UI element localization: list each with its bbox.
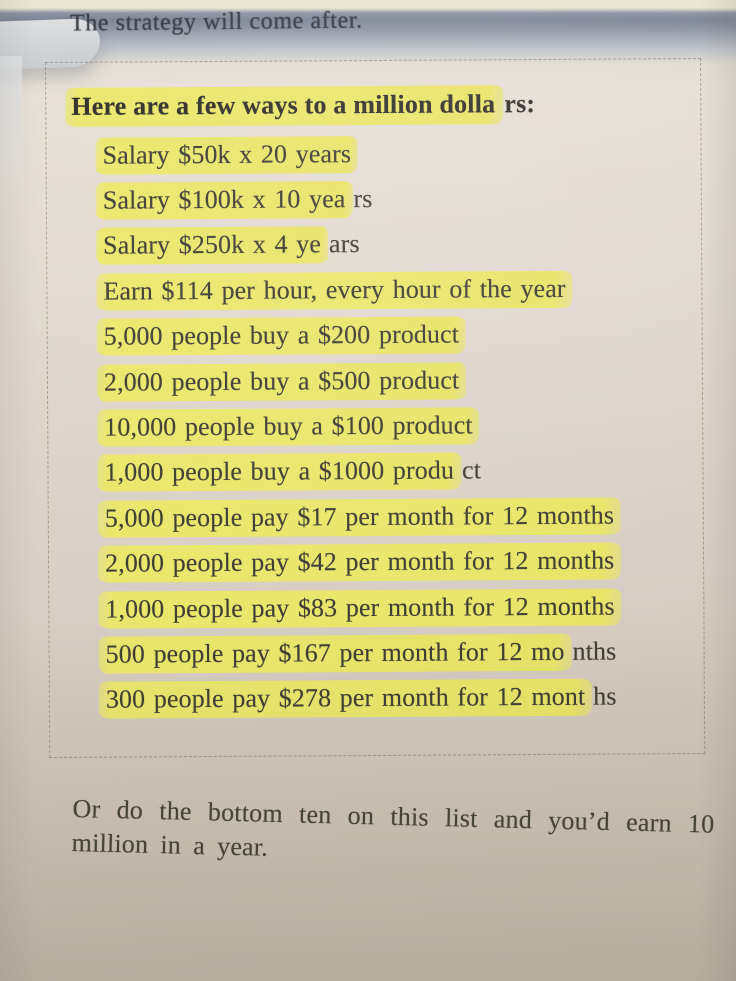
list-item: 2,000 people pay $42 per month for 12 mo… — [97, 538, 691, 587]
list-item-text-tail: nths — [572, 636, 617, 666]
list-item-text-tail — [480, 410, 481, 439]
list-item-text-highlighted: 2,000 people pay $42 per month for 12 mo… — [97, 542, 622, 583]
list-title-tail: rs: — [504, 89, 536, 119]
list-item-text-highlighted: 500 people pay $167 per month for 12 mo — [98, 633, 572, 674]
list-item-text-tail: rs — [353, 184, 373, 214]
list-title-highlighted: Here are a few ways to a million dolla — [65, 85, 504, 127]
ways-list: Salary $50k x 20 years Salary $100k x 10… — [95, 129, 692, 723]
dashed-list-box: Here are a few ways to a million dolla rs… — [45, 57, 706, 758]
list-item-text-highlighted: 5,000 people pay $17 per month for 12 mo… — [97, 497, 622, 538]
list-item-text-tail: ct — [461, 455, 482, 485]
list-item-text-tail: ars — [328, 229, 360, 259]
list-item: 500 people pay $167 per month for 12 mo n… — [98, 628, 691, 677]
list-item-text-tail — [621, 500, 622, 529]
list-item-text-highlighted: 5,000 people buy a $200 product — [96, 316, 467, 356]
footer-paragraph: Or do the bottom ten on this list and yo… — [71, 793, 715, 862]
list-item: 2,000 people buy a $500 product — [96, 356, 690, 405]
list-item-text-tail — [621, 546, 622, 575]
list-item: 1,000 people pay $83 per month for 12 mo… — [98, 583, 691, 632]
box-content: Here are a few ways to a million dolla rs… — [46, 59, 704, 723]
list-item-text-tail: hs — [593, 681, 617, 712]
list-item-text-tail — [572, 274, 573, 303]
list-item-text-highlighted: 1,000 people buy a $1000 produ — [97, 452, 462, 493]
previous-paragraph-line: The strategy will come after. — [69, 7, 363, 37]
list-item-text-highlighted: 300 people pay $278 per month for 12 mon… — [98, 679, 593, 720]
list-item-text-highlighted: 2,000 people buy a $500 product — [96, 362, 467, 402]
list-item-text-highlighted: 1,000 people pay $83 per month for 12 mo… — [98, 588, 622, 629]
list-item: 300 people pay $278 per month for 12 mon… — [98, 674, 692, 723]
list-item: 1,000 people buy a $1000 produ ct — [97, 447, 690, 496]
page-edge-highlight — [0, 56, 22, 206]
list-item: 10,000 people buy a $100 product — [97, 401, 690, 450]
list-item-text-highlighted: Salary $250k x 4 ye — [96, 226, 329, 266]
list-item-text-highlighted: Earn $114 per hour, every hour of the ye… — [96, 270, 573, 311]
list-item: Earn $114 per hour, every hour of the ye… — [96, 265, 689, 314]
list-item: 5,000 people buy a $200 product — [96, 311, 690, 360]
list-item-text-tail — [466, 365, 467, 394]
page-curl-shadow-band — [0, 0, 736, 86]
list-title: Here are a few ways to a million dolla rs… — [65, 85, 688, 127]
list-item-text-tail — [466, 320, 467, 349]
list-item-text-highlighted: Salary $100k x 10 yea — [95, 181, 353, 220]
list-item: 5,000 people pay $17 per month for 12 mo… — [97, 492, 691, 541]
list-item-text-highlighted: Salary $50k x 20 years — [95, 135, 359, 175]
list-item: Salary $250k x 4 ye ars — [96, 220, 689, 269]
list-item: Salary $100k x 10 yea rs — [95, 174, 689, 223]
list-item-text-tail — [622, 591, 623, 620]
list-item: Salary $50k x 20 years — [95, 129, 688, 178]
list-item-text-tail — [358, 139, 359, 168]
list-item-text-highlighted: 10,000 people buy a $100 product — [97, 407, 480, 447]
